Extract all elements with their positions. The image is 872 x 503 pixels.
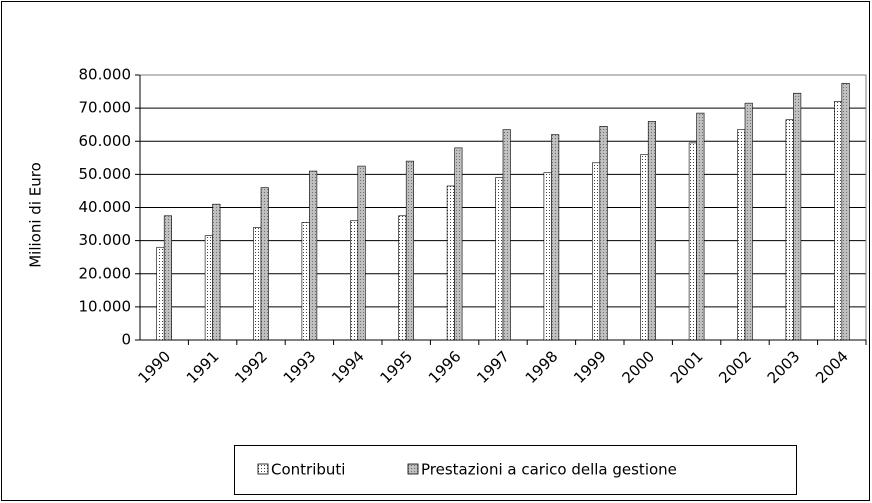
bar xyxy=(591,162,601,341)
bar xyxy=(204,235,213,341)
bar xyxy=(495,177,504,341)
bar xyxy=(696,112,705,341)
bar xyxy=(688,142,697,341)
y-tick-label: 30.000 xyxy=(79,231,132,249)
legend-label: Prestazioni a carico della gestione xyxy=(421,461,677,479)
bar xyxy=(212,203,221,341)
bar xyxy=(163,215,172,341)
y-tick-label: 80.000 xyxy=(79,66,132,84)
bar xyxy=(357,165,366,341)
bar xyxy=(253,227,262,341)
bar xyxy=(793,92,802,341)
bar xyxy=(454,147,463,341)
bar xyxy=(744,102,753,341)
y-tick-label: 60.000 xyxy=(79,132,132,150)
bar xyxy=(309,170,318,341)
bar xyxy=(737,129,746,341)
bar xyxy=(349,220,359,341)
bar xyxy=(551,134,560,341)
bar xyxy=(833,101,843,341)
y-tick-label: 10.000 xyxy=(79,297,132,315)
bar xyxy=(301,222,310,341)
y-tick-label: 70.000 xyxy=(79,99,132,117)
y-tick-label: 20.000 xyxy=(79,264,132,282)
legend-marker xyxy=(407,463,419,475)
legend-label: Contributi xyxy=(271,461,345,479)
y-tick-label: 0 xyxy=(121,331,131,349)
bar xyxy=(398,215,407,341)
legend-marker xyxy=(257,463,269,475)
bar xyxy=(841,82,850,341)
bar xyxy=(647,121,657,341)
bar xyxy=(785,119,794,341)
y-tick-label: 40.000 xyxy=(79,198,132,216)
bar xyxy=(502,129,511,341)
bar xyxy=(405,160,415,341)
bar xyxy=(599,126,608,341)
bar xyxy=(260,187,269,341)
y-tick-label: 50.000 xyxy=(79,165,132,183)
bar xyxy=(156,246,165,341)
legend-box xyxy=(234,445,797,495)
bar xyxy=(543,172,552,341)
bar xyxy=(640,154,649,341)
y-axis-label: Milioni di Euro xyxy=(27,162,45,268)
bar xyxy=(446,185,455,341)
